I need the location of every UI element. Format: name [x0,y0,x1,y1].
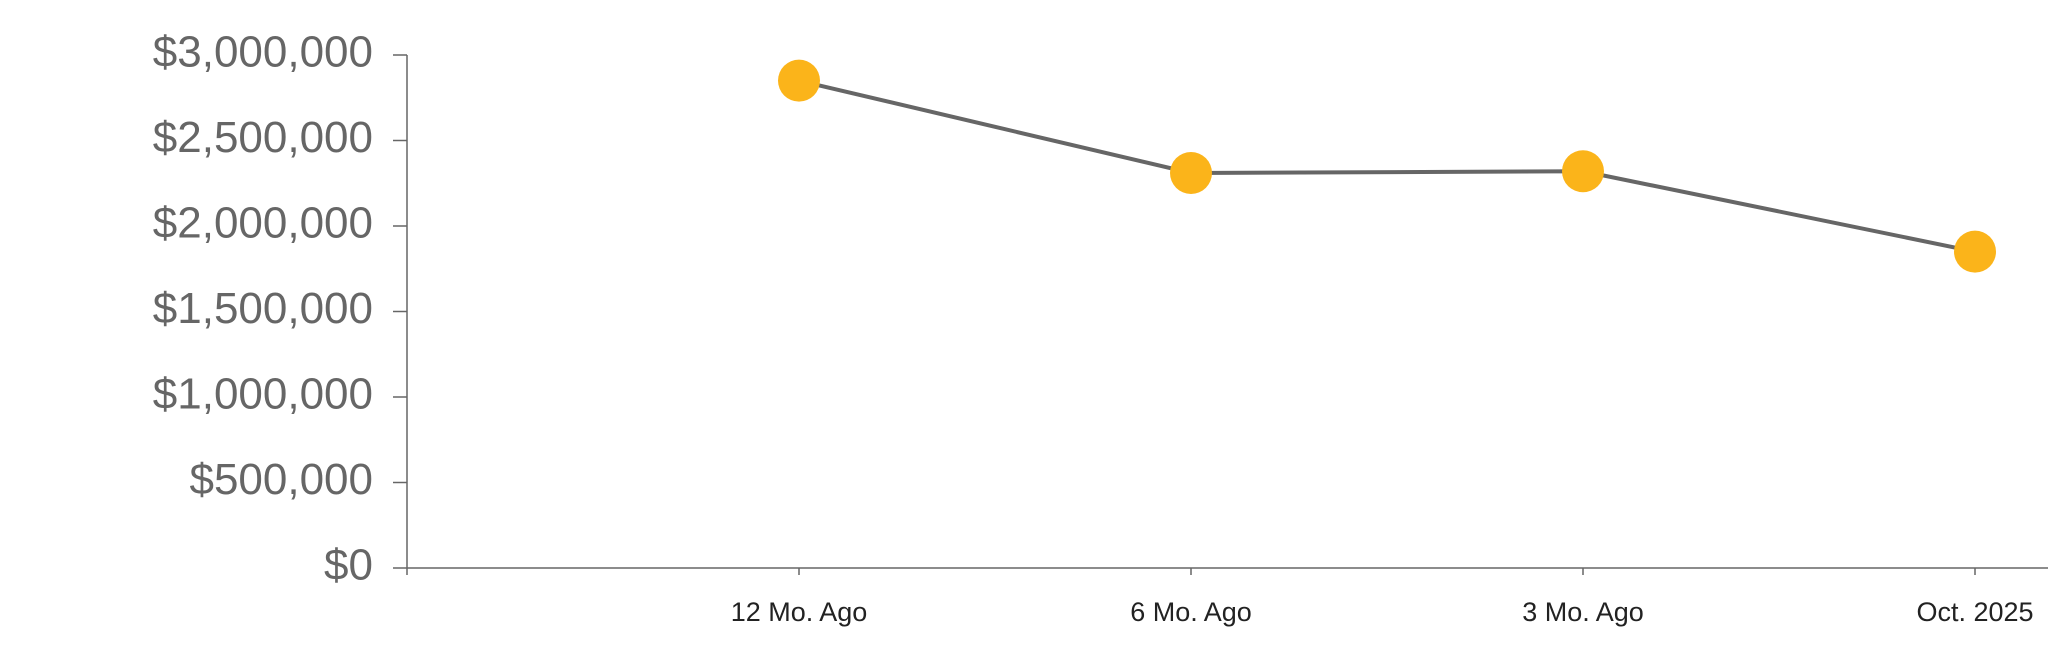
y-tick-label: $1,500,000 [153,284,373,333]
point [1562,150,1604,193]
y-tick-label: $3,000,000 [153,28,373,77]
y-tick-label: $500,000 [189,455,373,504]
x-tick-label: Oct. 2025 [1916,597,2033,627]
y-tick-label: $2,500,000 [153,113,373,162]
point [1170,151,1212,194]
x-tick-label: 6 Mo. Ago [1130,597,1252,627]
y-tick-label: $1,000,000 [153,370,373,419]
line [798,78,1976,254]
x-tick-label: 12 Mo. Ago [731,597,868,627]
y-tick-label: $0 [324,541,373,590]
x-tick-label: 3 Mo. Ago [1522,597,1644,627]
point [778,59,820,102]
point [1954,230,1996,273]
y-tick-label: $2,000,000 [153,199,373,248]
